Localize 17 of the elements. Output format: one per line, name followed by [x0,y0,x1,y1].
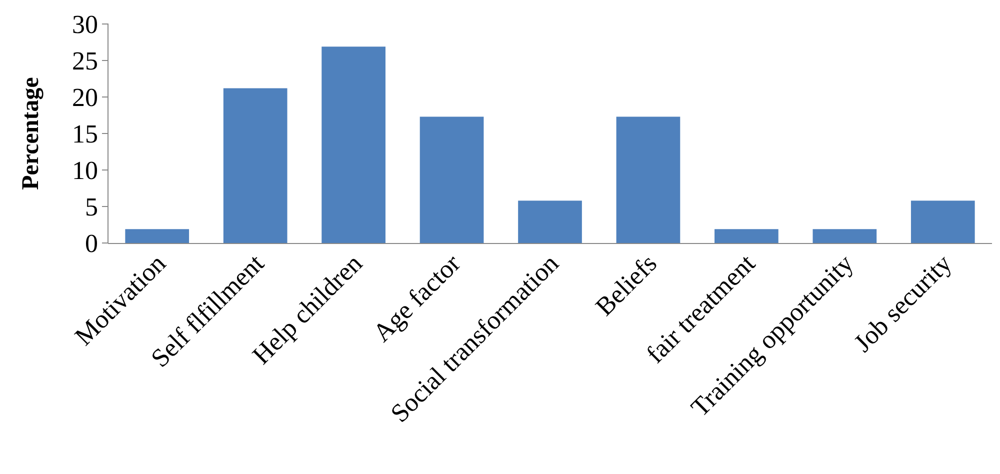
bar [518,200,582,243]
y-tick-label: 20 [72,83,98,112]
y-axis-title: Percentage [18,76,44,190]
y-tick-label: 30 [72,10,98,40]
bar [223,88,288,243]
bar [910,200,975,243]
y-tick-label: 15 [72,120,98,149]
bar [812,229,877,243]
y-tick-label: 5 [85,192,98,222]
y-tick-label: 0 [85,229,98,258]
bar [420,116,484,243]
y-tick-label: 10 [72,156,98,186]
y-tick-label: 25 [72,46,98,76]
bar [616,116,680,243]
bar [125,229,190,243]
bar [322,46,386,243]
bar [714,229,778,243]
